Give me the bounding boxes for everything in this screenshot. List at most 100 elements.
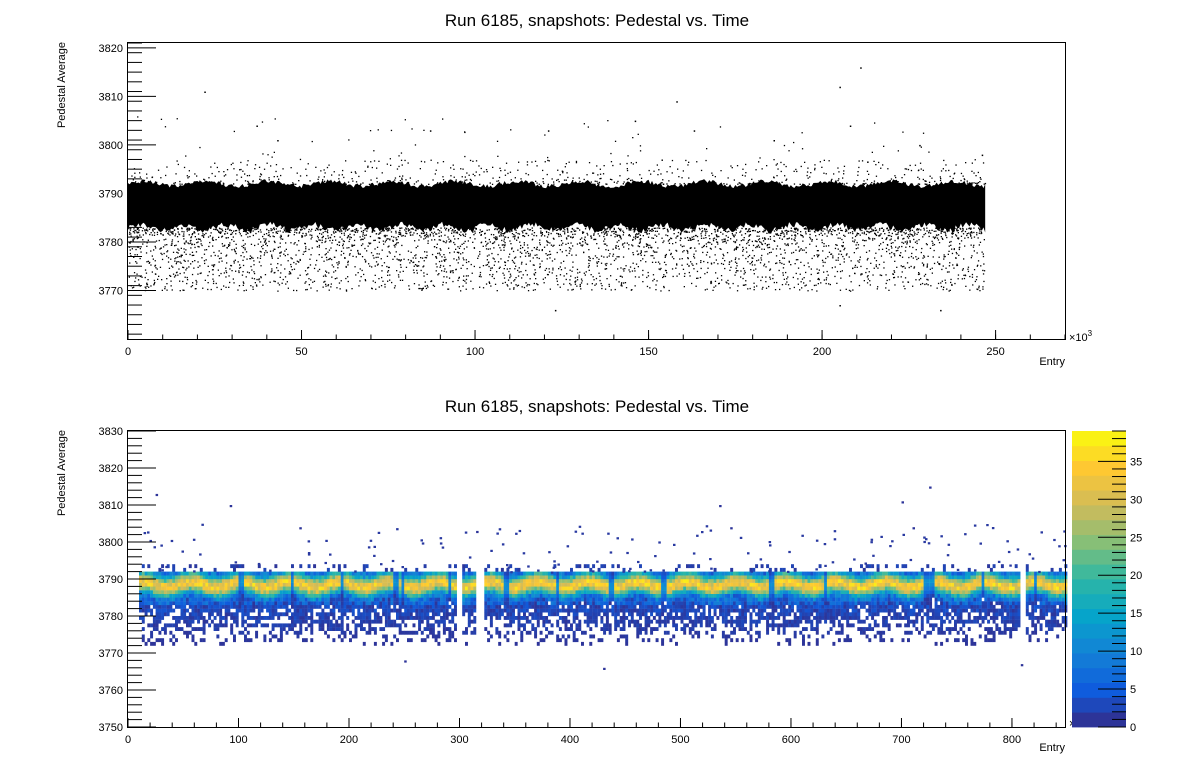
top-data-point bbox=[383, 235, 385, 237]
top-data-point bbox=[677, 168, 679, 170]
top-data-point bbox=[331, 174, 333, 176]
top-data-point bbox=[850, 290, 852, 292]
top-data-point bbox=[970, 257, 972, 259]
top-data-point bbox=[815, 245, 817, 247]
heatmap-cell bbox=[163, 612, 167, 617]
top-data-point bbox=[957, 274, 960, 276]
top-data-point bbox=[874, 229, 877, 232]
top-data-point bbox=[914, 232, 916, 235]
top-data-point bbox=[447, 288, 450, 290]
top-data-point bbox=[762, 183, 764, 185]
top-data-point bbox=[424, 161, 426, 163]
top-data-point bbox=[219, 232, 222, 234]
top-data-point bbox=[445, 240, 448, 242]
top-data-point bbox=[936, 237, 939, 239]
top-data-point bbox=[445, 227, 448, 230]
top-data-point bbox=[379, 232, 382, 234]
top-data-point bbox=[128, 233, 131, 235]
top-data-point bbox=[498, 182, 501, 184]
top-data-point bbox=[230, 233, 233, 235]
top-data-point bbox=[480, 241, 483, 243]
top-data-point bbox=[984, 182, 987, 185]
top-data-point bbox=[805, 284, 807, 286]
top-data-point bbox=[938, 256, 940, 258]
top-data-point bbox=[495, 239, 497, 241]
top-data-point bbox=[148, 262, 150, 264]
top-data-point bbox=[398, 233, 400, 235]
top-data-point bbox=[737, 227, 739, 229]
top-data-point bbox=[691, 236, 693, 238]
top-data-point bbox=[156, 231, 159, 233]
top-data-point bbox=[878, 244, 880, 247]
top-data-point bbox=[326, 259, 328, 261]
top-data-point bbox=[698, 243, 700, 245]
top-data-point bbox=[138, 283, 140, 285]
top-data-point bbox=[685, 231, 687, 233]
heatmap-cell bbox=[163, 601, 167, 606]
top-data-point bbox=[327, 235, 329, 237]
heatmap-cell bbox=[141, 564, 145, 569]
top-data-point bbox=[194, 236, 196, 238]
top-data-point bbox=[950, 244, 952, 246]
top-data-point bbox=[603, 227, 606, 229]
top-data-point bbox=[260, 174, 263, 176]
top-data-point bbox=[463, 275, 465, 277]
heatmap-cell bbox=[141, 608, 145, 613]
top-data-point bbox=[553, 228, 555, 230]
top-data-point bbox=[442, 183, 444, 185]
top-data-point bbox=[154, 264, 157, 266]
top-data-point bbox=[452, 229, 454, 231]
heatmap-cell bbox=[172, 564, 176, 569]
top-data-point bbox=[612, 230, 614, 232]
top-data-point bbox=[825, 279, 827, 281]
top-data-point bbox=[748, 239, 751, 241]
top-data-point bbox=[364, 229, 366, 231]
top-data-point bbox=[616, 235, 618, 237]
top-data-point bbox=[918, 273, 921, 275]
heatmap-cell bbox=[213, 590, 217, 594]
top-data-point bbox=[666, 183, 668, 185]
top-data-point bbox=[671, 172, 673, 174]
top-data-point bbox=[273, 248, 275, 250]
top-y-axis-label: Pedestal Average bbox=[56, 42, 68, 128]
top-data-point bbox=[417, 245, 419, 247]
top-data-point bbox=[224, 230, 227, 233]
top-data-point bbox=[620, 228, 622, 230]
top-data-point bbox=[457, 228, 459, 230]
top-data-point bbox=[882, 230, 885, 232]
top-data-point bbox=[417, 228, 419, 230]
top-data-point bbox=[275, 170, 277, 173]
top-data-point bbox=[457, 279, 459, 282]
top-data-point bbox=[394, 179, 396, 181]
top-data-point bbox=[430, 280, 432, 283]
top-data-point bbox=[940, 282, 942, 284]
top-data-point bbox=[398, 182, 400, 184]
heatmap-cell bbox=[191, 582, 195, 587]
top-data-point bbox=[416, 269, 418, 272]
top-data-point bbox=[645, 261, 647, 263]
top-data-point bbox=[619, 229, 622, 232]
top-data-point bbox=[188, 176, 190, 178]
top-data-point bbox=[897, 236, 899, 238]
top-data-point bbox=[575, 162, 578, 164]
top-data-point bbox=[159, 229, 162, 232]
top-data-point bbox=[605, 183, 607, 185]
heatmap-cell bbox=[180, 586, 184, 591]
heatmap-cell bbox=[224, 590, 228, 594]
top-data-point bbox=[152, 228, 154, 230]
top-data-point bbox=[457, 246, 459, 248]
top-data-point bbox=[694, 247, 696, 249]
heatmap-cell bbox=[188, 604, 192, 609]
top-data-point bbox=[364, 160, 366, 162]
top-data-point bbox=[778, 234, 780, 236]
top-data-point bbox=[692, 264, 694, 266]
top-data-point bbox=[147, 239, 149, 241]
top-data-point bbox=[646, 229, 649, 232]
heatmap-cell bbox=[172, 579, 176, 583]
top-data-point bbox=[571, 237, 574, 239]
top-data-point bbox=[842, 245, 844, 248]
top-data-point bbox=[463, 242, 465, 244]
top-data-point bbox=[939, 179, 942, 182]
top-data-point bbox=[894, 227, 896, 229]
top-data-point bbox=[843, 165, 846, 167]
